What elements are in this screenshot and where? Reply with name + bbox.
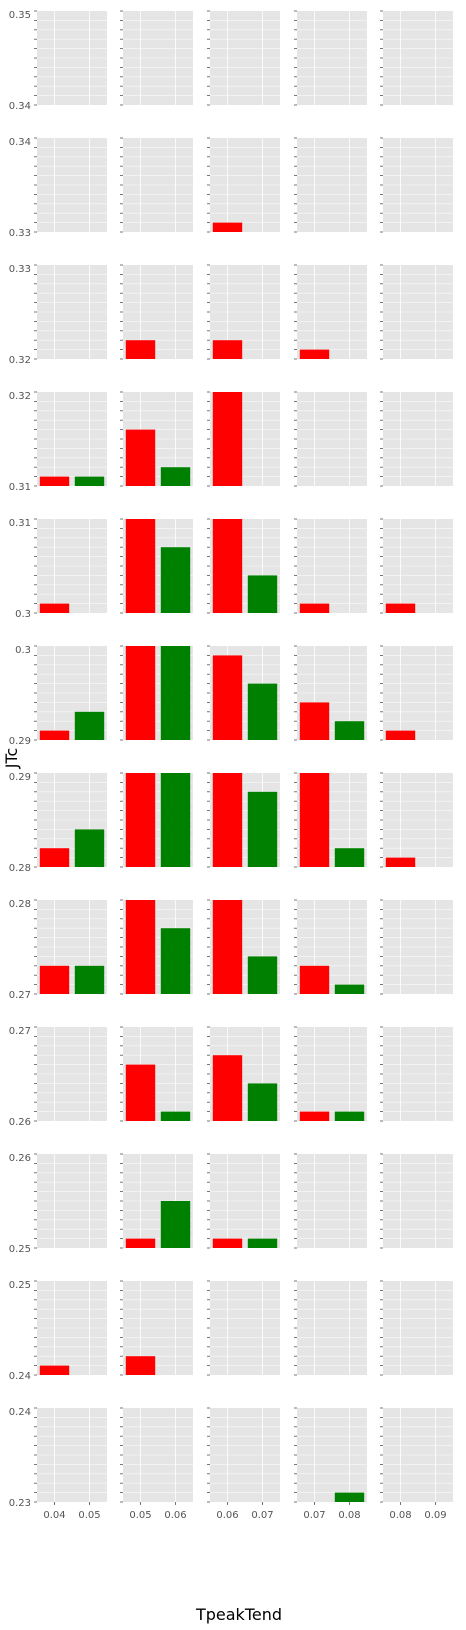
bar-green — [248, 684, 277, 740]
bar-green — [161, 1112, 190, 1121]
x-tick-label: 0.06 — [164, 1510, 186, 1521]
bar-red — [300, 702, 329, 740]
bar-red — [213, 1055, 242, 1121]
bar-red — [40, 848, 69, 867]
bar-red — [126, 1356, 155, 1375]
bar-red — [300, 1112, 329, 1121]
bar-red — [213, 900, 242, 994]
bar-red — [126, 1239, 155, 1248]
y-tick-label: 0.29 — [9, 736, 31, 747]
bar-green — [248, 792, 277, 867]
bar-green — [161, 467, 190, 486]
bar-green — [75, 829, 104, 867]
y-tick-label: 0.23 — [9, 1498, 31, 1509]
y-tick-label: 0.33 — [9, 264, 31, 275]
bar-red — [213, 655, 242, 740]
bar-red — [386, 604, 415, 613]
bar-red — [213, 392, 242, 486]
bar-green — [335, 985, 364, 994]
y-tick-label: 0.28 — [9, 899, 31, 910]
bar-red — [126, 1065, 155, 1121]
y-tick-label: 0.26 — [9, 1153, 31, 1164]
bar-green — [75, 966, 104, 994]
bar-green — [335, 1112, 364, 1121]
y-tick-label: 0.25 — [9, 1244, 31, 1255]
bar-red — [40, 604, 69, 613]
x-tick-label: 0.07 — [303, 1510, 325, 1521]
x-tick-label: 0.05 — [129, 1510, 151, 1521]
x-tick-label: 0.04 — [43, 1510, 65, 1521]
y-tick-label: 0.24 — [9, 1371, 31, 1382]
x-tick-label: 0.09 — [424, 1510, 446, 1521]
bar-green — [161, 646, 190, 740]
panel-grid: 0.35 0.34 0.34 0.33 0.33 0.32 0.32 0.31 0.31 0.3 0… — [9, 10, 453, 1521]
bar-red — [300, 966, 329, 994]
bar-green — [335, 848, 364, 867]
bar-green — [248, 575, 277, 613]
bar-green — [161, 1201, 190, 1248]
bar-green — [335, 721, 364, 740]
bar-red — [213, 519, 242, 613]
bar-red — [40, 966, 69, 994]
bar-green — [248, 1239, 277, 1248]
bar-red — [40, 1366, 69, 1375]
bar-green — [161, 547, 190, 613]
y-tick-label: 0.32 — [9, 355, 31, 366]
y-tick-label: 0.28 — [9, 863, 31, 874]
bar-red — [213, 1239, 242, 1248]
x-tick-label: 0.07 — [251, 1510, 273, 1521]
x-tick-label: 0.08 — [338, 1510, 360, 1521]
y-tick-label: 0.29 — [9, 772, 31, 783]
bar-red — [126, 773, 155, 867]
bar-red — [300, 773, 329, 867]
y-tick-label: 0.31 — [9, 518, 31, 529]
bar-red — [126, 646, 155, 740]
bar-red — [386, 858, 415, 867]
bar-red — [126, 340, 155, 359]
bar-red — [40, 477, 69, 486]
bar-red — [300, 604, 329, 613]
bar-green — [248, 956, 277, 994]
y-tick-label: 0.3 — [15, 645, 31, 656]
bar-red — [213, 773, 242, 867]
bar-green — [161, 928, 190, 994]
y-tick-label: 0.35 — [9, 10, 31, 21]
bar-red — [300, 350, 329, 359]
x-tick-label: 0.08 — [389, 1510, 411, 1521]
bar-red — [126, 900, 155, 994]
bar-green — [161, 773, 190, 867]
bar-green — [75, 477, 104, 486]
bar-green — [335, 1493, 364, 1502]
y-tick-label: 0.25 — [9, 1280, 31, 1291]
y-tick-label: 0.27 — [9, 1026, 31, 1037]
y-tick-label: 0.3 — [15, 609, 31, 620]
bar-red — [126, 430, 155, 486]
y-tick-label: 0.27 — [9, 990, 31, 1001]
bar-red — [126, 519, 155, 613]
y-tick-label: 0.24 — [9, 1407, 31, 1418]
bar-green — [248, 1083, 277, 1121]
bar-green — [75, 712, 104, 740]
x-axis-title: TpeakTend — [195, 1605, 282, 1624]
y-tick-label: 0.33 — [9, 228, 31, 239]
y-axis-title: JTc — [2, 748, 21, 770]
bar-red — [386, 731, 415, 740]
x-tick-label: 0.06 — [216, 1510, 238, 1521]
y-tick-label: 0.31 — [9, 482, 31, 493]
y-tick-label: 0.32 — [9, 391, 31, 402]
bar-red — [213, 340, 242, 359]
y-tick-label: 0.26 — [9, 1117, 31, 1128]
bar-red — [213, 223, 242, 232]
bar-red — [40, 731, 69, 740]
x-tick-label: 0.05 — [78, 1510, 100, 1521]
y-tick-label: 0.34 — [9, 101, 31, 112]
y-tick-label: 0.34 — [9, 137, 31, 148]
